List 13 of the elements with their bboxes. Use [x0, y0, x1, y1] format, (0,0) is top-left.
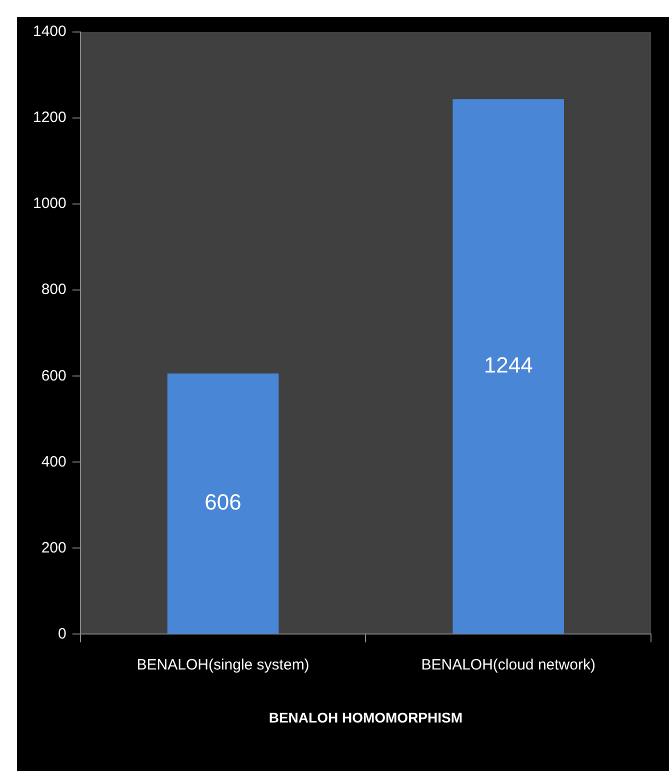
x-axis-title: BENALOH HOMOMORPHISM — [268, 709, 463, 726]
y-tick-label: 800 — [41, 281, 66, 298]
y-tick-label: 1400 — [32, 23, 66, 40]
y-tick-label: 400 — [41, 453, 66, 470]
y-tick-label: 200 — [41, 539, 66, 556]
data-label: 606 — [204, 490, 242, 515]
y-tick-label: 600 — [41, 367, 66, 384]
y-tick-label: 0 — [58, 625, 66, 642]
data-label: 1244 — [484, 352, 533, 378]
x-tick-label: BENALOH(single system) — [136, 656, 310, 674]
y-tick-label: 1000 — [32, 195, 66, 212]
y-tick-label: 1200 — [32, 109, 66, 126]
x-tick-label: BENALOH(cloud network) — [421, 656, 596, 674]
